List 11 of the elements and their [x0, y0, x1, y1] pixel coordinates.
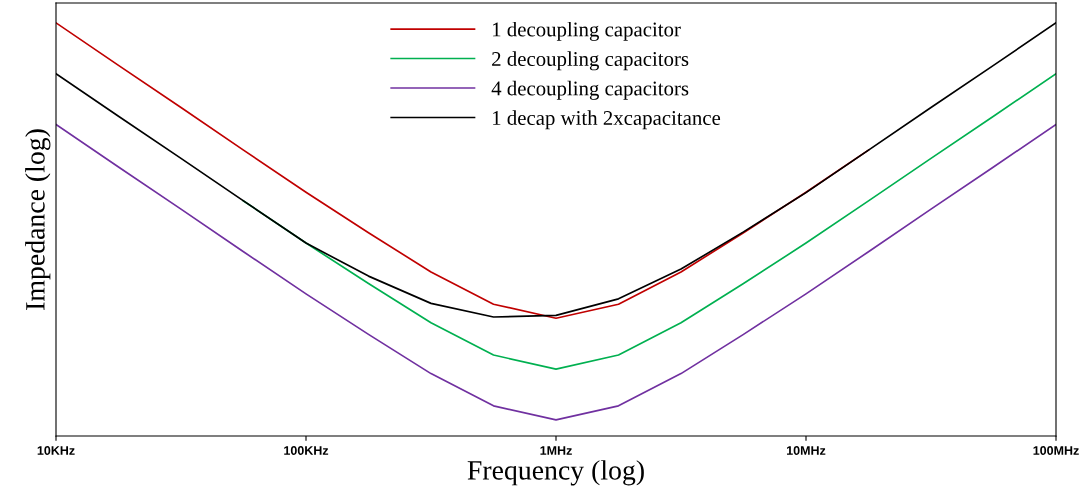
y-axis-title: Impedance (log): [25, 129, 51, 310]
x-tick-label: 10KHz: [37, 446, 75, 455]
x-axis-title: Frequency (log): [467, 460, 644, 486]
legend-label: 2 decoupling capacitors: [492, 51, 689, 71]
x-tick-label: 100MHz: [1033, 446, 1079, 455]
x-tick-label: 10MHz: [786, 446, 826, 455]
x-tick-label: 1MHz: [540, 446, 572, 455]
legend-label: 4 decoupling capacitors: [491, 80, 689, 100]
legend-label: 1 decoupling capacitor: [493, 21, 681, 41]
legend-label: 1 decap with 2xcapacitance: [493, 110, 721, 130]
x-tick-label: 100KHz: [284, 446, 329, 455]
